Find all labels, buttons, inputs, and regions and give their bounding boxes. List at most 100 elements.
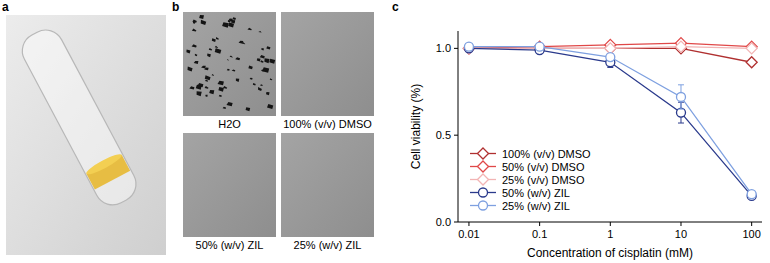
y-axis bbox=[458, 31, 459, 222]
x-tick-label: 0.1 bbox=[532, 228, 547, 240]
x-tick-label: 1 bbox=[607, 228, 613, 240]
particle bbox=[261, 70, 264, 72]
data-point bbox=[747, 190, 756, 199]
particle bbox=[260, 84, 263, 86]
series bbox=[464, 42, 756, 199]
data-point bbox=[463, 43, 474, 54]
series-line bbox=[469, 47, 752, 195]
x-tick bbox=[680, 222, 681, 226]
particle bbox=[246, 107, 251, 111]
particle bbox=[199, 15, 204, 19]
particle bbox=[189, 86, 194, 89]
particle bbox=[223, 107, 226, 109]
particle bbox=[201, 66, 206, 69]
particle bbox=[207, 54, 211, 58]
particle bbox=[260, 60, 263, 62]
y-tick bbox=[454, 222, 458, 223]
y-tick bbox=[454, 48, 458, 49]
particle bbox=[205, 95, 207, 97]
data-point bbox=[535, 42, 544, 51]
x-tick bbox=[751, 222, 752, 226]
series bbox=[464, 44, 756, 201]
particle bbox=[218, 87, 224, 92]
data-point bbox=[463, 43, 474, 54]
particle bbox=[222, 22, 229, 27]
particle bbox=[205, 86, 209, 89]
particle bbox=[212, 38, 216, 42]
vial-glass bbox=[16, 24, 142, 211]
particle bbox=[227, 59, 229, 61]
data-point bbox=[464, 42, 473, 51]
plot-area bbox=[463, 38, 757, 201]
particle bbox=[248, 66, 252, 70]
particle bbox=[232, 69, 236, 71]
y-tick bbox=[454, 135, 458, 136]
particle bbox=[266, 46, 270, 49]
figure: abH2O100% (v/v) DMSO50% (w/v) ZIL25% (w/… bbox=[0, 0, 770, 263]
particle bbox=[193, 22, 195, 24]
legend-label: 25% (w/v) ZIL bbox=[502, 200, 570, 212]
data-point bbox=[676, 92, 685, 101]
particle bbox=[269, 59, 275, 64]
particle bbox=[186, 50, 190, 54]
particle bbox=[216, 37, 219, 40]
y-axis-label: Cell viability (%) bbox=[409, 84, 423, 169]
panel-label: c bbox=[392, 0, 399, 14]
particle bbox=[197, 91, 202, 96]
x-tick-label: 10 bbox=[675, 228, 687, 240]
y-tick-label: 1.0 bbox=[436, 42, 451, 54]
particle bbox=[264, 58, 269, 63]
image-label: H2O bbox=[218, 118, 241, 130]
particle bbox=[215, 48, 222, 53]
particle bbox=[233, 17, 236, 20]
data-point bbox=[463, 43, 474, 54]
particle bbox=[253, 83, 256, 86]
x-axis-label: Concentration of cisplatin (mM) bbox=[527, 246, 693, 260]
particle bbox=[209, 90, 214, 94]
particle bbox=[230, 55, 233, 57]
particle bbox=[205, 75, 211, 80]
legend-marker bbox=[478, 161, 489, 172]
legend-label: 25% (v/v) DMSO bbox=[502, 174, 585, 186]
particle bbox=[258, 87, 262, 91]
particle bbox=[261, 48, 264, 50]
data-point bbox=[606, 53, 615, 62]
particle bbox=[209, 48, 212, 50]
legend-label: 100% (v/v) DMSO bbox=[502, 148, 591, 160]
y-tick-label: 0.5 bbox=[436, 129, 451, 141]
y-tick-label: 0.0 bbox=[436, 216, 451, 228]
legend-marker bbox=[478, 174, 489, 185]
legend-label: 50% (v/v) DMSO bbox=[502, 161, 585, 173]
data-point bbox=[746, 43, 757, 54]
particle bbox=[219, 95, 222, 97]
particle bbox=[266, 92, 270, 95]
particle bbox=[201, 20, 206, 25]
particle bbox=[258, 31, 262, 33]
particle bbox=[215, 46, 218, 48]
particle bbox=[239, 41, 244, 44]
vial-photo bbox=[6, 15, 166, 255]
x-tick-label: 100 bbox=[742, 228, 760, 240]
particle bbox=[187, 67, 192, 72]
x-tick bbox=[539, 222, 540, 226]
micrograph bbox=[183, 133, 276, 237]
particle bbox=[196, 85, 202, 90]
particle bbox=[194, 61, 199, 64]
particle bbox=[192, 44, 197, 47]
x-tick bbox=[468, 222, 469, 226]
data-point bbox=[534, 43, 545, 54]
liquid-surface bbox=[84, 151, 123, 177]
particle bbox=[235, 57, 240, 60]
particle bbox=[236, 78, 239, 81]
axes: 0.00.51.00.010.1110100Concentration of c… bbox=[409, 31, 762, 260]
data-point bbox=[675, 41, 686, 52]
legend-marker bbox=[478, 148, 489, 159]
particle bbox=[257, 58, 261, 61]
x-tick bbox=[610, 222, 611, 226]
particle bbox=[205, 80, 208, 82]
data-point bbox=[534, 43, 545, 54]
particle bbox=[212, 74, 214, 76]
particle bbox=[260, 55, 265, 58]
micrograph bbox=[281, 12, 374, 116]
particle bbox=[250, 78, 253, 80]
